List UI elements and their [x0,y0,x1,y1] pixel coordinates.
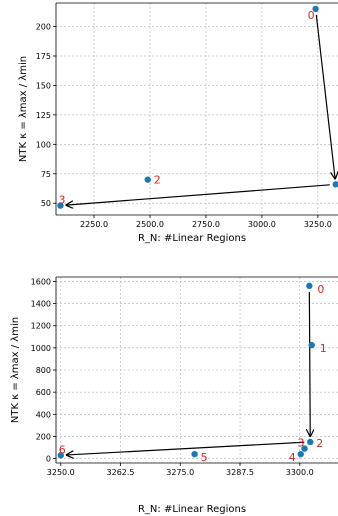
point-label: 2 [316,437,323,450]
point-label: 6 [59,443,66,456]
y-tick-label: 600 [36,388,51,397]
x-tick-label: 3262.5 [107,468,135,477]
point-label: 3 [58,194,65,207]
data-point [312,5,319,13]
x-tick-label: 3000.0 [248,220,276,229]
data-point [306,282,313,290]
trajectory-arrow [67,441,305,455]
y-tick-label: 175 [36,52,51,61]
y-tick-label: 75 [41,170,51,179]
data-point [297,450,304,458]
x-tick-label: 3300.0 [286,468,314,477]
y-tick-label: 1400 [31,300,51,309]
point-label: 0 [317,283,324,296]
point-label: 5 [201,451,208,464]
x-tick-label: 2750.0 [192,220,220,229]
trajectory-arrow [309,291,310,436]
data-point [308,341,315,349]
point-label: 2 [154,174,161,187]
chart-top: 2250.0 2500.0 2750.0 3000.0 3250.0 50 75 100 125… [18,2,338,244]
data-point [332,181,338,188]
chart-bottom: 3250.0 3262.5 3275.0 3287.5 3300.0 0 200 400 600… [10,276,338,515]
x-tick-label: 2500.0 [136,220,164,229]
point-label: 3 [298,437,305,450]
data-point [301,445,308,452]
x-tick-label: 3275.0 [166,468,194,477]
y-axis-label: NTK κ = λmax / λmin [10,317,21,423]
point-label: 1 [320,342,327,355]
y-tick-label: 400 [36,410,51,419]
data-point [307,438,314,446]
y-tick-label: 1200 [31,322,51,331]
y-tick-label: 1600 [31,277,51,286]
x-tick-label: 2250.0 [80,220,108,229]
data-point [57,452,64,459]
y-axis-label: NTK κ = λmax / λmin [18,56,29,162]
x-tick-label: 3287.5 [226,468,254,477]
x-tick-label: 3250.0 [47,468,75,477]
data-point [57,202,64,209]
y-tick-label: 200 [36,432,51,441]
point-label: 0 [308,9,315,22]
point-label: 4 [289,451,296,464]
y-tick-label: 125 [36,111,51,120]
y-tick-label: 1000 [31,344,51,353]
y-tick-label: 50 [41,199,51,208]
trajectory-arrow [66,184,330,205]
y-tick-label: 0 [46,455,51,464]
data-point [144,176,151,183]
x-axis-label: R_N: #Linear Regions [138,233,246,244]
x-tick-label: 3250.0 [304,220,332,229]
data-point [191,450,198,458]
y-tick-label: 200 [36,23,51,32]
x-axis-label: R_N: #Linear Regions [138,504,246,515]
trajectory-arrow [315,14,335,179]
y-tick-label: 150 [36,81,51,90]
y-tick-label: 800 [36,366,51,375]
y-tick-label: 100 [36,140,51,149]
